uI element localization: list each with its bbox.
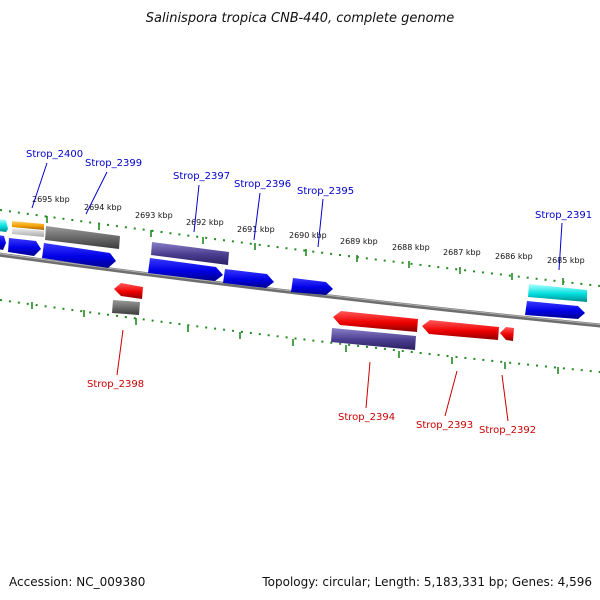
tick-label: 2691 kbp — [237, 225, 275, 234]
cds-strop-2391[interactable] — [525, 301, 585, 319]
cds-strop-2400[interactable] — [8, 238, 41, 256]
tick-label: 2685 kbp — [547, 256, 585, 265]
trna-feature[interactable] — [0, 219, 8, 232]
tick-label: 2695 kbp — [32, 195, 70, 204]
genome-backbone — [0, 252, 600, 328]
tick-label: 2692 kbp — [186, 218, 224, 227]
feature-strop-2394-rna[interactable] — [331, 328, 416, 350]
tick-label: 2688 kbp — [392, 243, 430, 252]
label-strop-2391[interactable]: Strop_2391 — [535, 210, 592, 221]
label-strop-2396[interactable]: Strop_2396 — [234, 179, 291, 190]
tick-label: 2686 kbp — [495, 252, 533, 261]
tick-label: 2690 kbp — [289, 231, 327, 240]
feature-strop-2398-gene[interactable] — [112, 300, 140, 315]
cds-strop-2396[interactable] — [223, 269, 274, 288]
forward-gene-labels: Strop_2400 Strop_2399 Strop_2397 Strop_2… — [26, 149, 592, 221]
cds-strop-2395[interactable] — [291, 278, 333, 295]
feature-strop-2391-trna[interactable] — [528, 284, 587, 302]
reverse-gene-labels: Strop_2398 Strop_2394 Strop_2393 Strop_2… — [87, 379, 536, 436]
reverse-features — [112, 283, 514, 350]
cds-strop-2392[interactable] — [500, 327, 514, 341]
label-strop-2393[interactable]: Strop_2393 — [416, 420, 473, 431]
label-strop-2394[interactable]: Strop_2394 — [338, 412, 395, 423]
tick-label: 2689 kbp — [340, 237, 378, 246]
feature-strop-2397-rna[interactable] — [151, 242, 229, 265]
label-strop-2400[interactable]: Strop_2400 — [26, 149, 83, 160]
cds-strop-2398[interactable] — [114, 283, 143, 299]
label-strop-2395[interactable]: Strop_2395 — [297, 186, 354, 197]
tick-label: 2693 kbp — [135, 211, 173, 220]
cds-strop-2393[interactable] — [422, 320, 499, 340]
map-title: Salinispora tropica CNB-440, complete ge… — [146, 11, 454, 26]
feature-strop-2399-gene[interactable] — [45, 226, 120, 249]
tick-labels: 2695 kbp 2694 kbp 2693 kbp 2692 kbp 2691… — [32, 195, 585, 265]
feature-strop-2400-gene[interactable] — [12, 228, 44, 237]
tick-label: 2687 kbp — [443, 248, 481, 257]
label-strop-2399[interactable]: Strop_2399 — [85, 158, 142, 169]
cds-left-edge[interactable] — [0, 235, 6, 250]
forward-features — [0, 219, 587, 319]
label-leader-lines — [31, 162, 563, 422]
tick-label: 2694 kbp — [84, 203, 122, 212]
cds-strop-2399[interactable] — [42, 243, 116, 268]
genome-summary-text: Topology: circular; Length: 5,183,331 bp… — [261, 575, 592, 589]
feature-strop-2400-misc[interactable] — [12, 221, 44, 230]
label-strop-2392[interactable]: Strop_2392 — [479, 425, 536, 436]
label-strop-2398[interactable]: Strop_2398 — [87, 379, 144, 390]
major-ticks-outer — [46, 216, 564, 285]
label-strop-2397[interactable]: Strop_2397 — [173, 171, 230, 182]
outer-tick-ring — [0, 209, 600, 287]
major-ticks-inner — [31, 302, 559, 374]
cds-strop-2394[interactable] — [333, 311, 418, 332]
accession-text: Accession: NC_009380 — [9, 575, 145, 589]
cds-strop-2397[interactable] — [148, 258, 223, 281]
